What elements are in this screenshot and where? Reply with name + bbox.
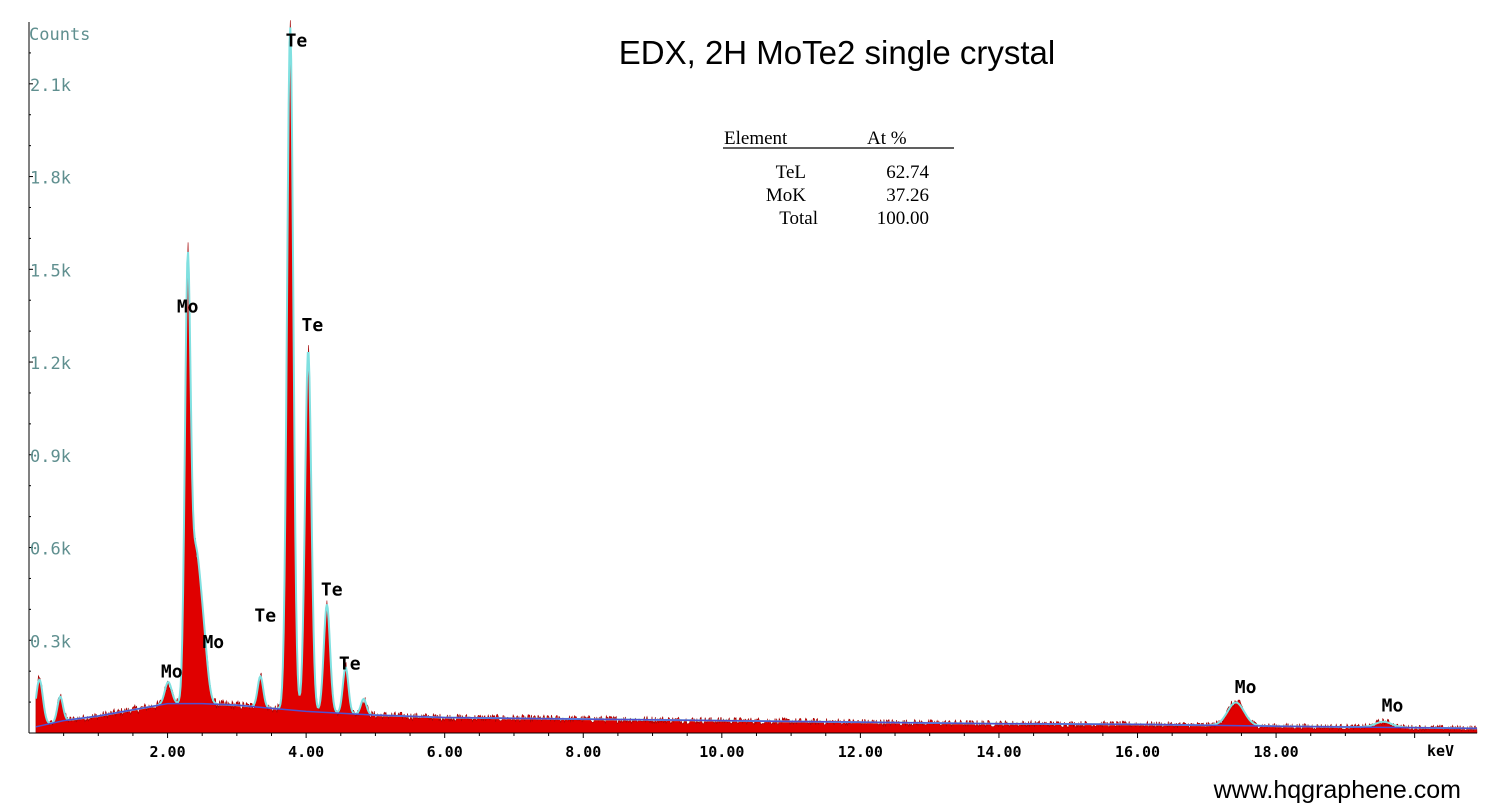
spectrum-area: [35, 20, 1478, 734]
peak-label-mo: Mo: [1235, 677, 1257, 698]
peak-label-mo: Mo: [1382, 695, 1404, 716]
x-tick-label: 12.00: [838, 743, 883, 761]
x-ticks: 2.00 4.00 6.00 8.00 10.00 12.00 14.00 16.00 18.0…: [63, 733, 1450, 761]
x-tick-label: 18.00: [1254, 743, 1299, 761]
table-row-element: MoK: [766, 185, 806, 206]
table-header-element: Element: [724, 128, 788, 149]
x-tick-label: 14.00: [976, 743, 1021, 761]
y-tick-label: 1.8k: [30, 169, 71, 189]
y-tick-label: 2.1k: [30, 76, 71, 96]
peak-label-te: Te: [254, 606, 276, 627]
x-tick-label: 8.00: [565, 743, 601, 761]
table-row-value: 62.74: [886, 162, 929, 183]
peak-label-te: Te: [302, 315, 324, 336]
y-tick-label: 0.3k: [30, 632, 71, 652]
background-fit-line: [35, 702, 1478, 730]
table-header-at-percent: At %: [867, 128, 907, 149]
peak-label-te: Te: [339, 654, 361, 675]
y-axis-label: Counts: [29, 25, 90, 45]
chart-title: EDX, 2H MoTe2 single crystal: [619, 34, 1056, 71]
table-row-value: 37.26: [886, 185, 929, 206]
y-tick-label: 0.6k: [30, 540, 71, 560]
y-tick-label: 0.9k: [30, 447, 71, 467]
peak-label-te: Te: [286, 31, 308, 52]
x-tick-label: 2.00: [150, 743, 186, 761]
x-tick-label: 4.00: [288, 743, 324, 761]
peak-label-te: Te: [321, 579, 343, 600]
x-axis-label: keV: [1427, 742, 1454, 760]
y-ticks: 0.3k 0.6k 0.9k 1.2k 1.5k 1.8k 2.1k: [29, 52, 71, 703]
table-row-element: Total: [779, 208, 818, 229]
table-row-value: 100.00: [877, 208, 929, 229]
x-tick-label: 16.00: [1115, 743, 1160, 761]
x-tick-label: 10.00: [699, 743, 744, 761]
peak-labels: Mo Mo Mo Te Te Te Te Te Mo Mo: [161, 31, 1403, 717]
y-tick-label: 1.2k: [30, 354, 71, 374]
peak-label-mo: Mo: [202, 632, 224, 653]
peak-label-mo: Mo: [161, 661, 183, 682]
composition-table: Element At % TeL 62.74 MoK 37.26 Total 1…: [723, 128, 954, 229]
y-tick-label: 1.5k: [30, 261, 71, 281]
watermark: www.hqgraphene.com: [1213, 776, 1461, 804]
x-tick-label: 6.00: [427, 743, 463, 761]
peak-label-mo: Mo: [177, 297, 199, 318]
table-row-element: TeL: [776, 162, 806, 183]
